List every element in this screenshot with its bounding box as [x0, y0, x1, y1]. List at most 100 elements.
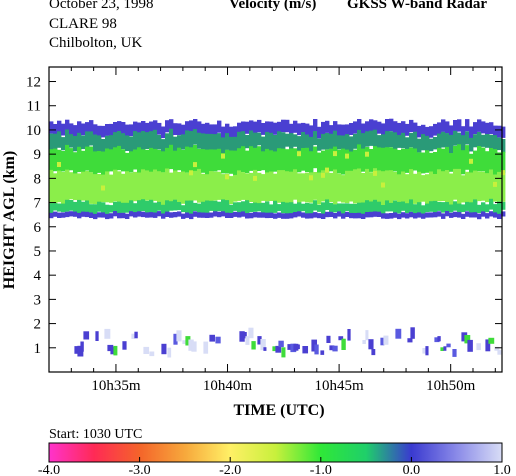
cloud-cell: [57, 170, 62, 203]
cloud-cell: [185, 212, 190, 218]
cloud-cell: [361, 148, 366, 172]
cloud-cell: [347, 329, 351, 341]
cloud-cell: [281, 148, 286, 173]
cloud-cell: [373, 129, 378, 148]
cloud-cell: [157, 171, 162, 203]
cloud-cell: [189, 200, 194, 217]
cloud-cell: [413, 122, 418, 135]
cloud-cell: [373, 170, 377, 176]
cloud-cell: [149, 121, 154, 134]
cloud-cell: [309, 136, 314, 153]
cloud-cell: [389, 213, 394, 219]
cloud-cell: [465, 131, 470, 145]
cloud-cell: [193, 170, 198, 201]
cloud-cell: [109, 135, 114, 153]
cloud-cell: [237, 148, 242, 174]
cloud-cell: [305, 123, 310, 136]
cloud-cell: [269, 121, 274, 134]
cloud-cell: [461, 150, 466, 175]
cloud-cell: [433, 212, 438, 218]
cloud-cell: [193, 144, 198, 173]
cloud-cell: [313, 146, 318, 169]
cloud-cell: [333, 130, 338, 150]
cloud-cell: [117, 212, 122, 219]
cloud-cell: [261, 202, 266, 215]
cloud-cell: [302, 346, 309, 354]
cloud-cell: [465, 119, 470, 132]
cloud-cell: [61, 212, 66, 218]
cloud-cell: [105, 148, 110, 172]
cloud-cell: [109, 174, 114, 203]
cloud-cell: [465, 145, 470, 170]
cloud-cell: [497, 171, 502, 207]
cloud-cell: [185, 200, 190, 214]
cloud-cell: [153, 169, 158, 201]
cloud-cell: [122, 341, 127, 350]
cloud-cell: [77, 345, 84, 357]
cloud-cell: [437, 147, 442, 171]
cloud-cell: [129, 124, 134, 136]
cloud-cell: [101, 212, 106, 218]
x-axis-title: TIME (UTC): [233, 402, 324, 419]
cloud-cell: [285, 202, 290, 217]
cloud-cell: [253, 175, 257, 181]
cloud-cell: [253, 202, 258, 212]
cloud-cell: [133, 149, 138, 170]
cloud-cell: [169, 119, 174, 132]
cloud-cell: [353, 169, 358, 204]
cloud-cell: [89, 204, 94, 214]
cloud-cell: [93, 174, 98, 204]
cloud-cell: [413, 148, 418, 171]
cloud-cell: [421, 205, 426, 214]
cloud-cell: [285, 119, 290, 133]
cloud-cell: [314, 344, 319, 355]
cloud-cell: [469, 172, 474, 204]
cloud-cell: [73, 173, 78, 201]
cloud-cell: [437, 211, 442, 217]
cloud-cell: [285, 149, 290, 173]
cloud-cell: [425, 212, 430, 218]
cloud-cell: [213, 134, 218, 153]
cloud-cell: [469, 212, 474, 218]
cloud-cell: [229, 150, 234, 174]
cloud-cell: [173, 333, 178, 345]
cloud-cell: [313, 200, 318, 211]
cloud-cell: [129, 136, 134, 153]
cloud-cell: [481, 134, 486, 147]
cloud-cell: [365, 131, 370, 147]
y-tick-label: 3: [34, 292, 42, 308]
cloud-cell: [333, 146, 338, 171]
cloud-cell: [253, 169, 258, 205]
cloud-cell: [389, 131, 394, 148]
cloud-cell: [233, 211, 238, 217]
cloud-cell: [485, 134, 490, 148]
cloud-cell: [197, 121, 202, 134]
cloud-cell: [137, 122, 142, 135]
cloud-cell: [177, 123, 182, 136]
cloud-cell: [217, 120, 222, 133]
cloud-cell: [333, 121, 338, 134]
cloud-cell: [417, 171, 422, 205]
cloud-cell: [385, 213, 390, 219]
cloud-cell: [329, 211, 334, 217]
cloud-cell: [81, 171, 86, 201]
cloud-cell: [413, 173, 418, 204]
cloud-cell: [257, 336, 262, 345]
cloud-cell: [141, 211, 146, 218]
cloud-cell: [61, 151, 66, 172]
cloud-cell: [373, 199, 378, 215]
cloud-cell: [361, 173, 366, 204]
cloud-cell: [377, 147, 382, 172]
cloud-cell: [188, 339, 194, 351]
cloud-cell: [237, 212, 242, 218]
cloud-cell: [121, 122, 126, 135]
cloud-cell: [397, 174, 402, 204]
cloud-cell: [85, 131, 90, 152]
cloud-cell: [493, 212, 498, 218]
cloud-cell: [281, 119, 286, 133]
cloud-cell: [257, 203, 262, 212]
cloud-cell: [221, 153, 226, 174]
cloud-cell: [261, 151, 266, 171]
cloud-cell: [285, 133, 290, 147]
cloud-cell: [293, 212, 298, 218]
